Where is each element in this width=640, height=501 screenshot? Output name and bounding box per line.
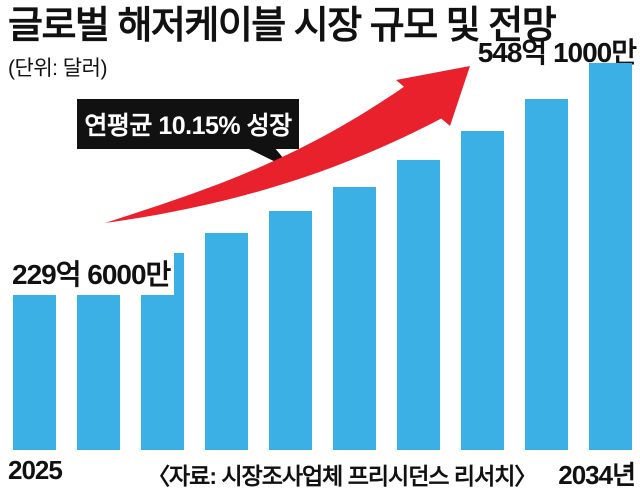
bar-2032 <box>461 131 504 450</box>
source-note: 〈자료: 시장조사업체 프리시던스 리서치〉 <box>147 463 537 489</box>
x-axis-label-start-year: 2025 <box>8 455 63 485</box>
bar-2029 <box>269 211 312 450</box>
bar-2031 <box>397 160 440 450</box>
bar-2033 <box>525 99 568 450</box>
bar-2030 <box>333 187 376 450</box>
x-axis-label-end-year: 2034년 <box>558 460 636 490</box>
start-value-label: 229억 6000만 <box>10 253 175 295</box>
chart-title: 글로벌 해저케이블 시장 규모 및 전망 <box>8 5 557 47</box>
bar-2028 <box>205 233 248 450</box>
bar-2034 <box>589 63 632 450</box>
unit-note: (단위: 달러) <box>8 57 107 80</box>
bar-2026 <box>77 271 120 450</box>
end-value-label: 548억 1000만 <box>477 37 637 68</box>
bar-2025 <box>13 288 56 450</box>
growth-callout-text: 연평균 10.15% 성장 <box>84 112 292 140</box>
growth-callout-bubble: 연평균 10.15% 성장 <box>77 99 299 149</box>
